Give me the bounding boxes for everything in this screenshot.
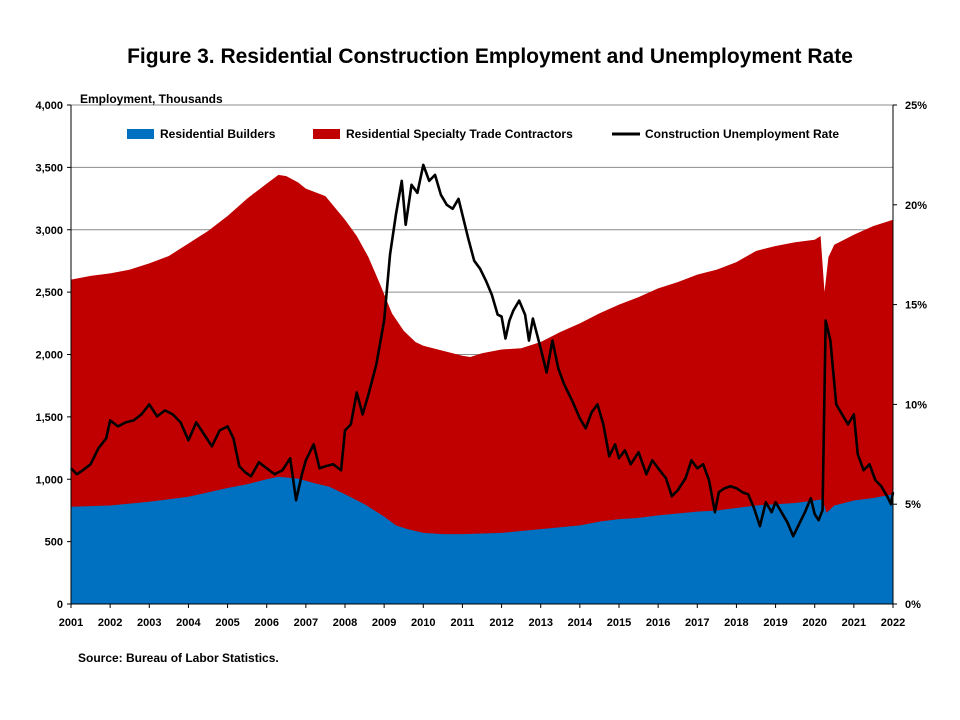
right-axis-tick-label: 5% xyxy=(905,499,921,511)
legend-label: Residential Specialty Trade Contractors xyxy=(346,127,573,141)
x-axis-tick-label: 2018 xyxy=(724,617,748,629)
right-axis-tick-labels: 0% 5% 10% 15% 20% 25% xyxy=(905,100,927,611)
right-axis-tick-label: 0% xyxy=(905,599,921,611)
right-axis-tick-label: 25% xyxy=(905,100,927,112)
right-axis-tick-label: 10% xyxy=(905,399,927,411)
x-axis-tick-label: 2021 xyxy=(842,617,866,629)
source-note: Source: Bureau of Labor Statistics. xyxy=(78,651,279,665)
legend-swatch xyxy=(313,129,340,139)
x-axis-tick-label: 2002 xyxy=(98,617,122,629)
x-axis-tick-label: 2013 xyxy=(528,617,552,629)
x-axis-tick-label: 2014 xyxy=(568,617,593,629)
x-axis-tick-labels: 2001 2002 2003 2004 2005 2006 2007 2008 2009 2010… xyxy=(59,617,905,629)
area-residential-builders xyxy=(71,476,893,604)
right-axis-tick-label: 15% xyxy=(905,300,927,312)
left-axis-tick-label: 500 xyxy=(45,537,63,549)
axes xyxy=(67,104,897,608)
left-axis-tick-label: 0 xyxy=(57,599,63,611)
x-axis-tick-label: 2003 xyxy=(137,617,161,629)
left-axis-tick-label: 1,500 xyxy=(35,412,63,424)
x-axis-tick-label: 2006 xyxy=(254,617,278,629)
x-axis-tick-label: 2005 xyxy=(215,617,239,629)
legend-label: Residential Builders xyxy=(160,127,276,141)
legend-swatch xyxy=(127,129,154,139)
x-axis-tick-label: 2020 xyxy=(802,617,826,629)
area-series xyxy=(71,174,893,605)
chart-title: Figure 3. Residential Construction Emplo… xyxy=(127,45,853,68)
x-axis-tick-label: 2015 xyxy=(607,617,631,629)
left-axis-tick-label: 1,000 xyxy=(35,474,63,486)
x-axis-tick-label: 2009 xyxy=(372,617,396,629)
left-axis-tick-label: 4,000 xyxy=(35,100,63,112)
x-axis-tick-label: 2007 xyxy=(294,617,318,629)
x-axis-tick-label: 2012 xyxy=(489,617,513,629)
left-axis-tick-label: 3,500 xyxy=(35,162,63,174)
left-axis-tick-label: 3,000 xyxy=(35,225,63,237)
x-axis-tick-label: 2001 xyxy=(59,617,83,629)
x-axis-tick-label: 2017 xyxy=(685,617,709,629)
left-axis-tick-label: 2,000 xyxy=(35,350,63,362)
x-axis-tick-label: 2011 xyxy=(450,617,474,629)
x-axis-tick-label: 2016 xyxy=(646,617,670,629)
left-axis-tick-labels: 0 500 1,000 1,500 2,000 2,500 3,000 3,500 4,000 xyxy=(35,100,63,611)
x-axis-tick-label: 2019 xyxy=(763,617,787,629)
x-axis-tick-label: 2008 xyxy=(333,617,357,629)
x-axis-tick-label: 2010 xyxy=(411,617,435,629)
line-construction-unemployment-rate xyxy=(70,163,895,538)
legend: Residential Builders Residential Specialt… xyxy=(127,127,839,141)
y-axis-title: Employment, Thousands xyxy=(80,92,223,106)
legend-label: Construction Unemployment Rate xyxy=(645,127,839,141)
x-axis-tick-label: 2022 xyxy=(881,617,905,629)
left-axis-tick-label: 2,500 xyxy=(35,287,63,299)
line-series xyxy=(70,163,895,538)
right-axis-tick-label: 20% xyxy=(905,200,927,212)
x-axis-tick-label: 2004 xyxy=(176,617,201,629)
